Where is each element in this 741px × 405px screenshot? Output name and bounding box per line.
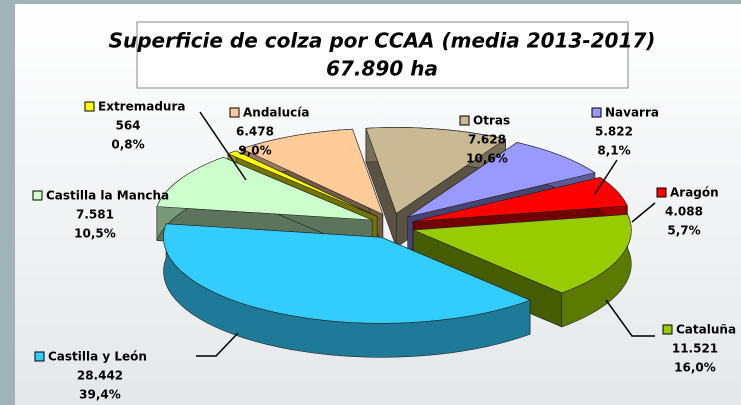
percentage-label: 16,0% — [674, 361, 716, 375]
slice — [240, 128, 384, 215]
category-label: Extremadura — [98, 100, 185, 114]
leader-line — [605, 299, 655, 337]
slice — [163, 223, 531, 324]
value-label: 6.478 — [236, 125, 274, 139]
labels: Otras 7.628 10,6% Navarra 5.822 8,1% Aragón 4.0… — [32, 100, 736, 402]
value-label: 7.628 — [468, 133, 506, 147]
legend-swatch — [34, 351, 45, 362]
legend-swatch — [662, 324, 673, 335]
percentage-label: 0,8% — [111, 138, 144, 152]
leader-line — [196, 332, 239, 357]
value-label: 4.088 — [665, 205, 703, 219]
legend-swatch — [459, 115, 470, 126]
category-label: Andalucía — [243, 106, 310, 120]
value-label: 5.822 — [595, 125, 633, 139]
value-label: 564 — [115, 119, 140, 133]
slice — [407, 142, 596, 218]
percentage-label: 10,6% — [466, 152, 508, 166]
percentage-label: 5,7% — [667, 224, 700, 238]
slice — [365, 127, 507, 214]
category-label: Otras — [473, 114, 510, 128]
legend-swatch — [656, 187, 667, 198]
legend-swatch — [84, 101, 95, 112]
value-label: 7.581 — [76, 208, 114, 222]
slice-group — [163, 223, 531, 358]
percentage-label: 8,1% — [597, 144, 630, 158]
category-label: Aragón — [670, 186, 719, 200]
percentage-label: 10,5% — [74, 227, 116, 241]
percentage-label: 39,4% — [79, 388, 121, 402]
legend-swatch — [32, 190, 43, 201]
title-box — [136, 21, 629, 89]
slice — [413, 214, 632, 294]
pie — [156, 127, 632, 358]
percentage-label: 9,0% — [238, 144, 271, 158]
legend-swatch — [591, 107, 602, 118]
leader-line — [631, 202, 656, 223]
slice — [412, 177, 628, 222]
value-label: 28.442 — [77, 369, 123, 383]
slice — [156, 156, 373, 221]
leader-line — [594, 159, 618, 195]
value-label: 11.521 — [672, 342, 718, 356]
chart-title: Superficie de colza por CCAA (media 2013… — [109, 29, 656, 53]
category-label: Castilla la Mancha — [46, 189, 169, 203]
category-label: Navarra — [605, 106, 659, 120]
category-label: Cataluña — [676, 323, 736, 337]
category-label: Castilla y León — [48, 350, 147, 364]
legend-swatch — [229, 107, 240, 118]
chart-subtitle: 67.890 ha — [326, 57, 438, 81]
leader-line — [199, 111, 247, 181]
